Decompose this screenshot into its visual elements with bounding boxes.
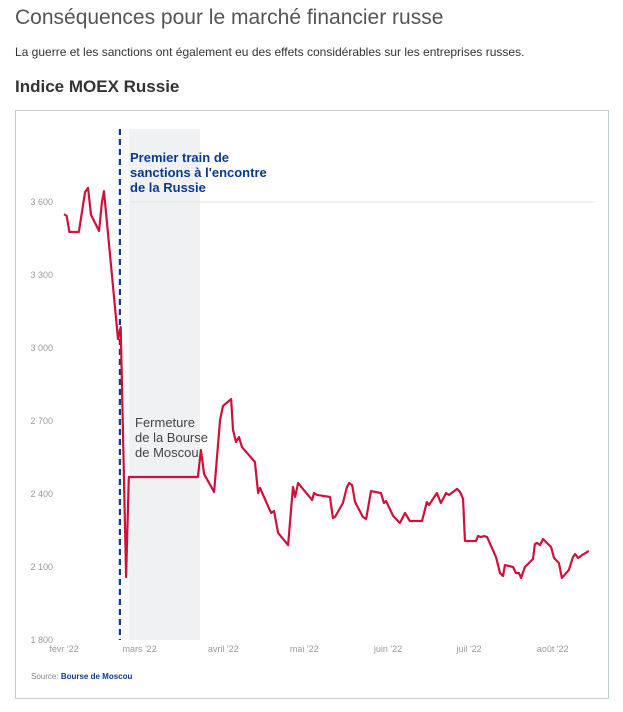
x-tick-label: juil '22 (455, 644, 481, 654)
sanctions-label: Premier train de (130, 150, 229, 165)
page-subtitle: La guerre et les sanctions ont également… (15, 45, 525, 59)
x-tick-label: avril '22 (208, 644, 239, 654)
x-tick-label: mars '22 (122, 644, 156, 654)
chart-source: Source: Bourse de Moscou (31, 672, 132, 681)
sanctions-label: sanctions à l'encontre (130, 165, 267, 180)
source-link[interactable]: Bourse de Moscou (60, 672, 133, 681)
source-label: Source: (31, 672, 59, 681)
closure-band (128, 129, 201, 640)
x-tick-label: mai '22 (290, 644, 319, 654)
sanctions-label: de la Russie (130, 180, 206, 195)
page-title: Conséquences pour le marché financier ru… (15, 6, 444, 29)
x-tick-label: févr '22 (49, 644, 78, 654)
series-line (63, 186, 590, 580)
x-tick-label: août '22 (537, 644, 569, 654)
y-tick-label: 1 800 (30, 635, 53, 645)
closure-label: de Moscou (135, 445, 199, 460)
chart-container (15, 110, 609, 699)
closure-label: de la Bourse (135, 430, 208, 445)
chart-title: Indice MOEX Russie (15, 77, 180, 96)
y-tick-label: 3 300 (30, 270, 53, 280)
y-tick-label: 2 400 (30, 489, 53, 499)
y-tick-label: 2 100 (30, 562, 53, 572)
closure-label: Fermeture (135, 415, 195, 430)
y-tick-label: 2 700 (30, 416, 53, 426)
y-tick-label: 3 600 (30, 197, 53, 207)
y-tick-label: 3 000 (30, 343, 53, 353)
x-tick-label: juin '22 (373, 644, 402, 654)
